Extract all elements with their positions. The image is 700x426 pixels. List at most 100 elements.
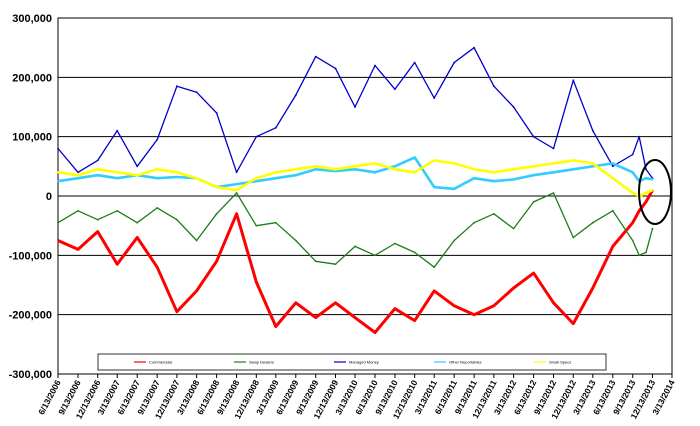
data-point — [195, 177, 198, 180]
data-point — [176, 176, 178, 178]
data-point — [572, 159, 575, 162]
data-point — [493, 180, 495, 183]
data-point — [57, 180, 59, 183]
data-point — [638, 209, 641, 212]
data-point — [552, 162, 555, 165]
data-point — [433, 290, 436, 292]
data-point — [96, 218, 99, 221]
data-point — [374, 254, 376, 257]
data-point — [631, 192, 634, 194]
data-point — [433, 97, 436, 99]
data-point — [195, 91, 198, 94]
data-point — [294, 174, 297, 177]
x-axis-tick-labels: 6/13/20069/13/200612/13/20063/13/20076/1… — [36, 378, 677, 420]
data-point — [176, 310, 178, 313]
data-point — [294, 239, 297, 242]
gridlines — [58, 76, 672, 316]
data-point — [96, 230, 99, 233]
data-point — [591, 129, 594, 132]
data-point — [314, 168, 317, 171]
data-point — [57, 221, 59, 224]
data-point — [235, 171, 238, 174]
y-tick-label: 300,000 — [12, 13, 52, 25]
data-point — [645, 251, 647, 254]
data-point — [591, 221, 594, 224]
data-point — [156, 168, 159, 171]
data-point — [493, 304, 495, 307]
data-point — [274, 177, 277, 180]
data-point — [651, 227, 654, 230]
data-point — [235, 192, 238, 194]
data-point — [215, 112, 218, 114]
series-lines — [57, 46, 654, 334]
data-point — [334, 301, 337, 304]
data-point — [453, 162, 456, 165]
data-point — [314, 165, 317, 168]
data-point — [532, 165, 535, 168]
data-point — [116, 263, 119, 266]
data-point — [413, 156, 416, 159]
data-point — [77, 248, 79, 251]
data-point — [512, 106, 515, 108]
data-point — [136, 165, 139, 168]
data-point — [611, 209, 614, 212]
data-point — [413, 171, 416, 174]
data-point — [235, 212, 238, 215]
y-tick-label: -300,000 — [9, 369, 52, 381]
legend-label: Commercials — [149, 360, 172, 365]
data-point — [611, 165, 614, 168]
data-point — [591, 162, 594, 165]
data-point — [611, 245, 614, 248]
data-point — [314, 316, 317, 319]
data-point — [651, 189, 654, 192]
legend-label: Swap Dealers — [249, 360, 274, 365]
data-point — [96, 174, 99, 177]
data-point — [354, 165, 356, 168]
data-point — [552, 171, 555, 174]
data-point — [314, 55, 317, 58]
data-point — [473, 168, 475, 171]
data-point — [374, 64, 376, 67]
data-point — [116, 177, 119, 180]
data-point — [374, 331, 376, 334]
legend-label: Managed Money — [349, 360, 379, 365]
data-point — [512, 178, 515, 181]
series-swap-dealers — [57, 192, 654, 269]
data-point — [176, 218, 178, 221]
data-point — [235, 189, 238, 192]
data-point — [493, 171, 495, 174]
data-point — [552, 301, 555, 304]
data-point — [572, 236, 575, 239]
y-tick-label: 100,000 — [12, 132, 52, 144]
data-point — [473, 221, 475, 224]
data-point — [532, 272, 535, 274]
data-point — [552, 192, 555, 194]
data-point — [215, 260, 218, 263]
data-point — [512, 227, 515, 230]
y-axis-tick-labels: 300,000 200,000 100,000 0 -100,000 -200,000 -3… — [9, 13, 52, 381]
data-point — [651, 178, 654, 181]
data-point — [57, 171, 59, 174]
data-point — [374, 162, 376, 165]
data-point — [77, 177, 79, 180]
legend-box — [97, 353, 607, 371]
data-point — [195, 239, 198, 242]
data-point — [532, 174, 535, 177]
data-point — [334, 168, 337, 171]
data-point — [453, 188, 456, 190]
data-point — [314, 260, 317, 263]
legend-label: Small Specs — [549, 360, 571, 365]
data-point — [473, 177, 475, 180]
data-point — [255, 177, 258, 180]
data-point — [354, 316, 356, 319]
series-commercials — [57, 189, 654, 334]
data-point — [156, 207, 159, 209]
data-point — [453, 239, 456, 242]
series-managed-money — [57, 46, 654, 180]
data-point — [591, 165, 594, 168]
data-point — [552, 147, 555, 150]
data-point — [631, 171, 634, 174]
data-point — [156, 266, 159, 269]
data-point — [413, 61, 416, 64]
